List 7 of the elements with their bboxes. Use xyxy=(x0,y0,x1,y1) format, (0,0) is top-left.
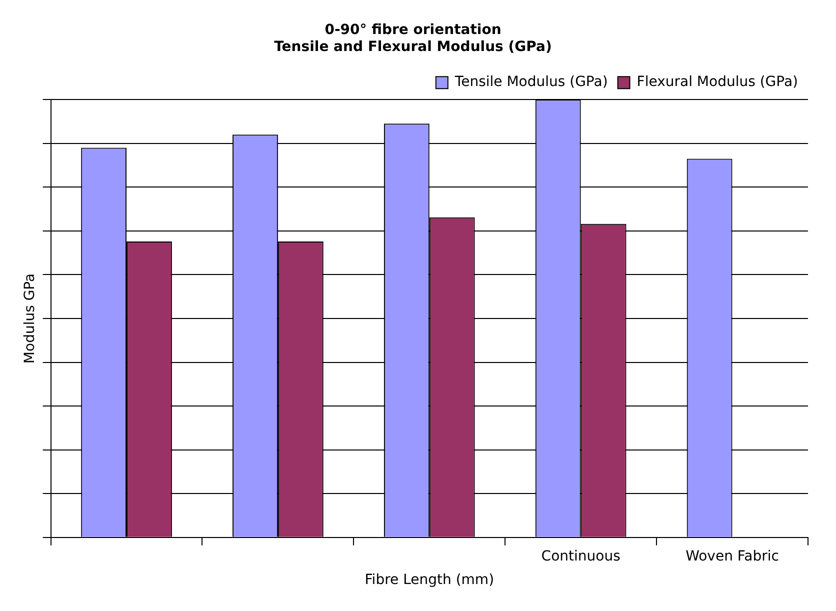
chart-title: 0-90° fibre orientation Tensile and Flexural Modulus (GPa) xyxy=(274,22,552,55)
x-tick-label: Continuous xyxy=(541,548,620,564)
x-axis-title: Fibre Length (mm) xyxy=(364,572,494,588)
legend-label: Flexural Modulus (GPa) xyxy=(636,74,798,90)
legend-label: Tensile Modulus (GPa) xyxy=(454,74,608,90)
x-tick-label: Woven Fabric xyxy=(686,548,779,564)
y-axis-title: Modulus GPa xyxy=(22,273,38,364)
